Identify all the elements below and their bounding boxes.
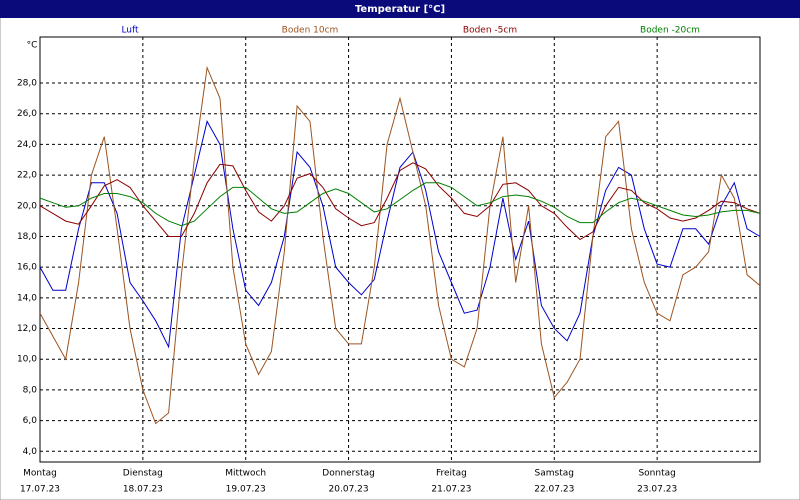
y-tick-label: 28,0 bbox=[17, 79, 37, 89]
y-tick-label: 12,0 bbox=[17, 324, 37, 334]
y-tick-label: 4,0 bbox=[23, 447, 38, 457]
x-tick-label: Montag bbox=[23, 469, 57, 479]
x-tick-label: Freitag bbox=[436, 469, 467, 479]
x-tick-date: 21.07.23 bbox=[431, 485, 471, 495]
x-tick-date: 20.07.23 bbox=[329, 485, 369, 495]
chart-title: Temperatur [°C] bbox=[355, 4, 445, 15]
x-tick-label: Sonntag bbox=[638, 469, 675, 479]
series-line bbox=[39, 182, 761, 227]
legend-label: Boden -20cm bbox=[640, 26, 700, 36]
title-bar bbox=[0, 0, 800, 18]
x-tick-label: Dienstag bbox=[123, 469, 163, 479]
legend-label: Boden 10cm bbox=[282, 26, 339, 36]
x-tick-label: Donnerstag bbox=[322, 469, 375, 479]
y-tick-label: 24,0 bbox=[17, 140, 37, 150]
series-line bbox=[39, 162, 761, 241]
legend-label: Luft bbox=[121, 26, 139, 36]
y-tick-label: 22,0 bbox=[17, 171, 37, 181]
x-tick-date: 22.07.23 bbox=[534, 485, 574, 495]
y-tick-label: 6,0 bbox=[23, 416, 38, 426]
x-tick-date: 23.07.23 bbox=[637, 485, 677, 495]
y-tick-label: 26,0 bbox=[17, 109, 37, 119]
x-tick-date: 17.07.23 bbox=[20, 485, 60, 495]
y-tick-label: 14,0 bbox=[17, 293, 37, 303]
y-tick-label: 20,0 bbox=[17, 201, 37, 211]
y-tick-label: 10,0 bbox=[17, 355, 37, 365]
series-line bbox=[39, 65, 761, 425]
x-tick-date: 18.07.23 bbox=[123, 485, 163, 495]
x-tick-label: Mittwoch bbox=[225, 469, 266, 479]
y-tick-label: 16,0 bbox=[17, 263, 37, 273]
legend-label: Boden -5cm bbox=[463, 26, 517, 36]
x-tick-date: 19.07.23 bbox=[226, 485, 266, 495]
x-tick-label: Samstag bbox=[535, 469, 574, 479]
y-unit: °C bbox=[27, 41, 38, 51]
y-tick-label: 18,0 bbox=[17, 232, 37, 242]
series-line bbox=[39, 120, 761, 349]
y-tick-label: 8,0 bbox=[23, 385, 38, 395]
plot-area bbox=[39, 36, 761, 463]
